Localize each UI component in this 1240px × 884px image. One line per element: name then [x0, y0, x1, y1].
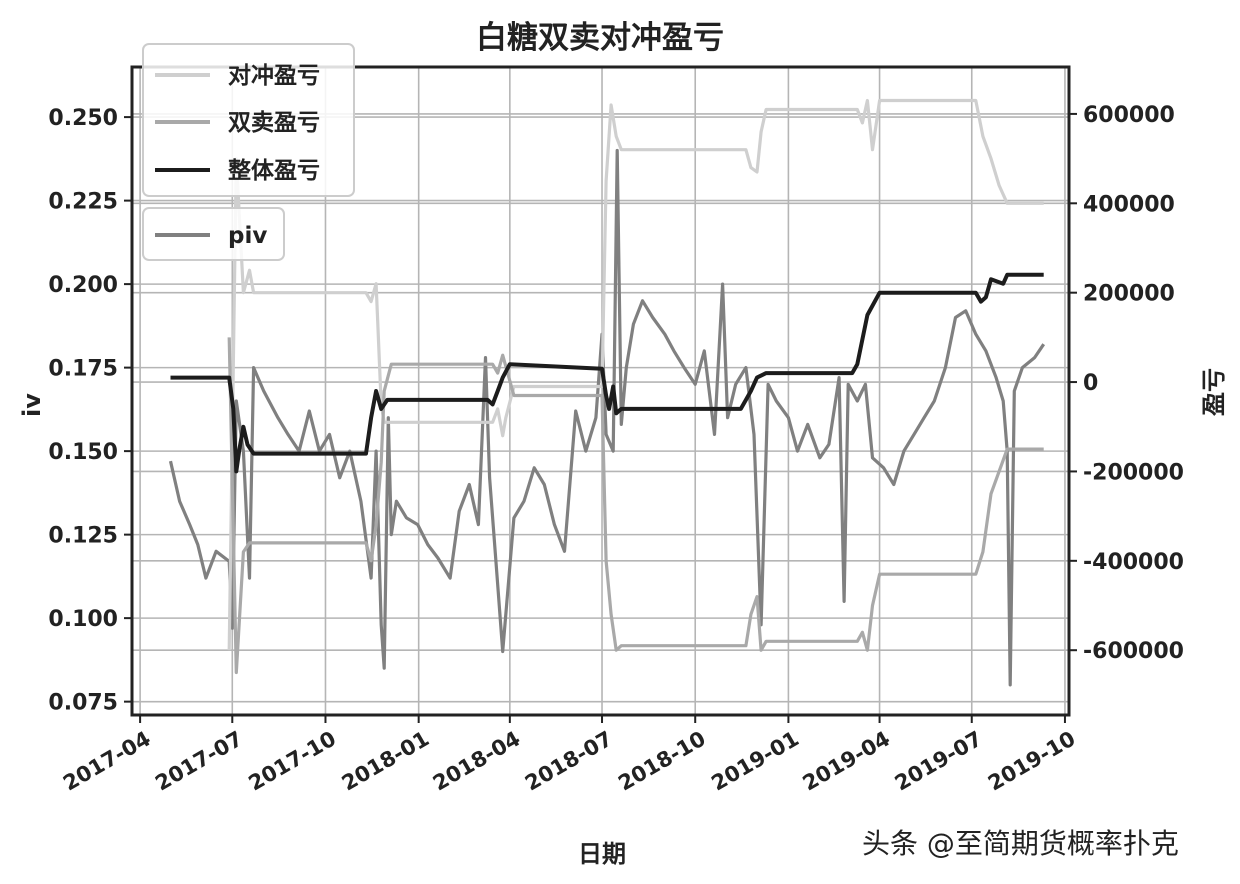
y-tick-label: 0.075 [48, 691, 118, 716]
y-tick-label: 0.225 [48, 190, 118, 215]
series-total [170, 272, 1044, 474]
y-tick-label: 0.250 [48, 106, 118, 131]
legend-label-short-straddle: 双卖盈亏 [228, 110, 320, 136]
y-tick-label: 0.100 [48, 607, 118, 632]
legend-upper-box [142, 43, 355, 197]
y2-tick-label: 600000 [1083, 103, 1175, 128]
y2-tick-label: 400000 [1083, 192, 1175, 217]
series-short-straddle [227, 337, 1044, 675]
y2-tick-label: -200000 [1083, 460, 1184, 485]
series-layer [168, 98, 1046, 687]
legend-lower-box [142, 207, 285, 261]
x-tick-label: 2018-04 [429, 727, 524, 796]
grid [132, 67, 1069, 715]
x-tick-label: 2017-04 [59, 727, 154, 796]
x-tick-label: 2018-10 [614, 727, 709, 796]
x-tick-label: 2017-10 [245, 727, 340, 796]
y2-tick-label: -400000 [1083, 550, 1184, 575]
x-tick-label: 2018-01 [338, 727, 433, 796]
y-tick-label: 0.175 [48, 357, 118, 382]
x-tick-label: 2018-07 [521, 727, 616, 796]
legend-label-total: 整体盈亏 [228, 157, 320, 184]
y-tick-label: 0.200 [48, 273, 118, 298]
series-hedge [227, 98, 1044, 651]
legend-upper: 对冲盈亏 双卖盈亏 整体盈亏 [142, 43, 355, 197]
legend-label-piv: piv [228, 223, 267, 249]
legend-label-hedge: 对冲盈亏 [228, 63, 320, 89]
legend-lower: piv [142, 207, 285, 261]
y2-axis-label: 盈亏 [1200, 368, 1228, 417]
y-tick-label: 0.125 [48, 524, 118, 549]
y2-tick-label: 200000 [1083, 282, 1175, 307]
y-axis-label: iv [18, 393, 46, 417]
watermark: 头条 @至简期货概率扑克 [862, 827, 1179, 860]
y2-tick-label: -600000 [1083, 639, 1184, 664]
x-tick-label: 2019-04 [799, 727, 894, 796]
x-tick-label: 2017-07 [151, 727, 246, 796]
series-piv [168, 148, 1046, 687]
x-tick-label: 2019-10 [984, 727, 1079, 796]
plot-frame [130, 65, 1071, 717]
x-tick-label: 2019-07 [891, 727, 986, 796]
y-tick-label: 0.150 [48, 440, 118, 465]
x-axis-label: 日期 [578, 840, 626, 868]
chart-title: 白糖双卖对冲盈亏 [476, 20, 724, 56]
y2-tick-label: 0 [1083, 371, 1098, 396]
x-tick-label: 2019-01 [707, 727, 802, 796]
